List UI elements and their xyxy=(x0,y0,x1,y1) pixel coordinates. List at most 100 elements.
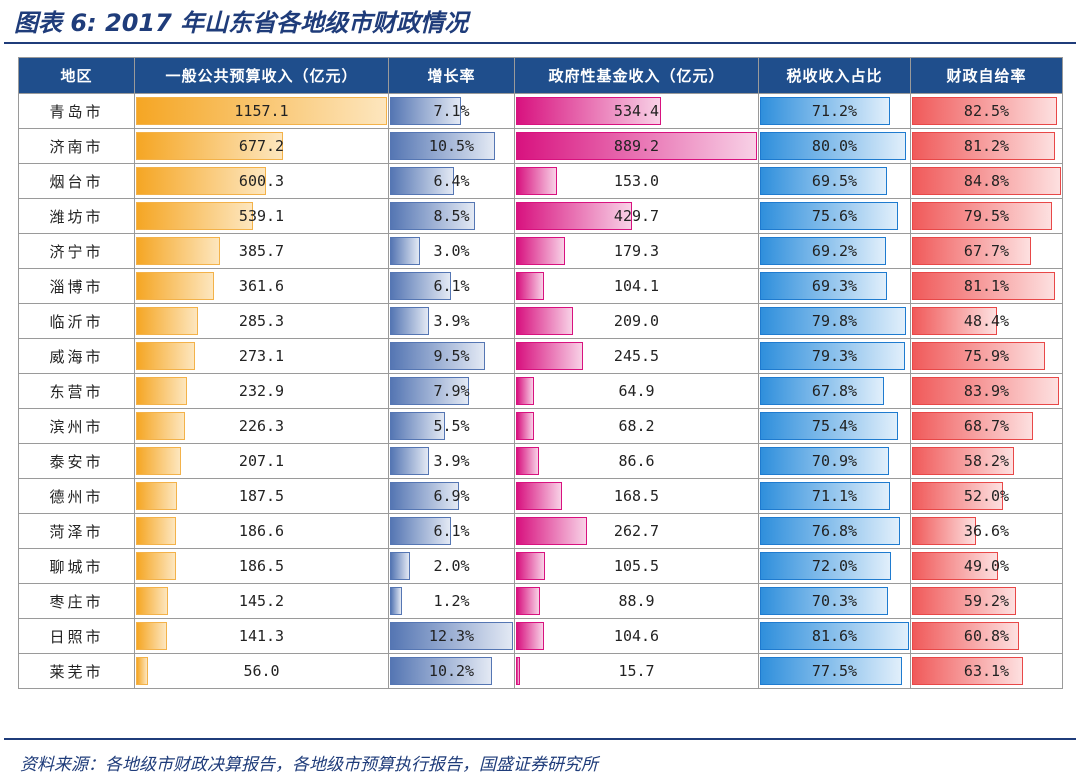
table-row: 济宁市 385.7 3.0% 179.3 69.2% 67.7% xyxy=(18,233,1063,269)
tax-share-cell: 80.0% xyxy=(758,128,911,164)
tax-share-cell: 72.0% xyxy=(758,548,911,584)
data-bar xyxy=(516,482,562,510)
header-tax-share: 税收收入占比 xyxy=(758,57,911,94)
cell-value: 68.2 xyxy=(618,417,655,435)
cell-value: 15.7 xyxy=(618,662,655,680)
data-bar xyxy=(390,657,492,685)
cell-value: 262.7 xyxy=(613,522,660,540)
fund-revenue-cell: 534.4 xyxy=(514,93,759,129)
cell-value: 226.3 xyxy=(238,417,285,435)
data-bar xyxy=(516,447,540,475)
general-revenue-cell: 385.7 xyxy=(134,233,389,269)
data-bar xyxy=(760,202,899,230)
growth-rate-cell: 5.5% xyxy=(388,408,515,444)
self-sufficiency-cell: 60.8% xyxy=(910,618,1063,654)
region-cell: 济南市 xyxy=(18,128,135,164)
header-fund-revenue: 政府性基金收入（亿元） xyxy=(514,57,759,94)
self-sufficiency-cell: 81.2% xyxy=(910,128,1063,164)
cell-value: 539.1 xyxy=(238,207,285,225)
cell-value: 600.3 xyxy=(238,172,285,190)
cell-value: 186.6 xyxy=(238,522,285,540)
cell-value: 76.8% xyxy=(811,522,858,540)
cell-value: 75.6% xyxy=(811,207,858,225)
tax-share-cell: 79.8% xyxy=(758,303,911,339)
data-bar xyxy=(760,97,890,125)
fund-revenue-cell: 64.9 xyxy=(514,373,759,409)
growth-rate-cell: 6.1% xyxy=(388,268,515,304)
data-bar xyxy=(516,412,535,440)
data-bar xyxy=(390,97,461,125)
fund-revenue-cell: 168.5 xyxy=(514,478,759,514)
cell-value: 9.5% xyxy=(433,347,470,365)
growth-rate-cell: 7.9% xyxy=(388,373,515,409)
cell-value: 145.2 xyxy=(238,592,285,610)
fund-revenue-cell: 104.6 xyxy=(514,618,759,654)
data-bar xyxy=(516,202,633,230)
data-bar xyxy=(136,132,283,160)
growth-rate-cell: 6.1% xyxy=(388,513,515,549)
data-bar xyxy=(912,237,1031,265)
fund-revenue-cell: 153.0 xyxy=(514,163,759,199)
general-revenue-cell: 56.0 xyxy=(134,653,389,689)
cell-value: 59.2% xyxy=(963,592,1010,610)
general-revenue-cell: 207.1 xyxy=(134,443,389,479)
data-bar xyxy=(760,377,884,405)
region-cell: 滨州市 xyxy=(18,408,135,444)
data-bar xyxy=(516,552,545,580)
self-sufficiency-cell: 63.1% xyxy=(910,653,1063,689)
footer-divider xyxy=(4,738,1076,740)
tax-share-cell: 70.3% xyxy=(758,583,911,619)
cell-value: 84.8% xyxy=(963,172,1010,190)
data-bar xyxy=(136,377,187,405)
table-row: 淄博市 361.6 6.1% 104.1 69.3% 81.1% xyxy=(18,268,1063,304)
general-revenue-cell: 677.2 xyxy=(134,128,389,164)
region-cell: 济宁市 xyxy=(18,233,135,269)
cell-value: 232.9 xyxy=(238,382,285,400)
fund-revenue-cell: 209.0 xyxy=(514,303,759,339)
header-general-revenue: 一般公共预算收入（亿元） xyxy=(134,57,389,94)
data-bar xyxy=(760,587,889,615)
self-sufficiency-cell: 49.0% xyxy=(910,548,1063,584)
cell-value: 429.7 xyxy=(613,207,660,225)
data-bar xyxy=(912,377,1060,405)
data-bar xyxy=(760,552,892,580)
data-bar xyxy=(912,97,1057,125)
cell-value: 36.6% xyxy=(963,522,1010,540)
cell-value: 6.1% xyxy=(433,522,470,540)
fund-revenue-cell: 104.1 xyxy=(514,268,759,304)
cell-value: 75.4% xyxy=(811,417,858,435)
region-cell: 威海市 xyxy=(18,338,135,374)
data-bar xyxy=(390,202,475,230)
cell-value: 70.9% xyxy=(811,452,858,470)
cell-value: 534.4 xyxy=(613,102,660,120)
self-sufficiency-cell: 67.7% xyxy=(910,233,1063,269)
table-row: 菏泽市 186.6 6.1% 262.7 76.8% 36.6% xyxy=(18,513,1063,549)
cell-value: 81.2% xyxy=(963,137,1010,155)
data-bar xyxy=(516,342,583,370)
self-sufficiency-cell: 52.0% xyxy=(910,478,1063,514)
data-bar xyxy=(136,307,198,335)
table-row: 泰安市 207.1 3.9% 86.6 70.9% 58.2% xyxy=(18,443,1063,479)
cell-value: 1.2% xyxy=(433,592,470,610)
region-cell: 淄博市 xyxy=(18,268,135,304)
data-bar xyxy=(760,482,890,510)
cell-value: 104.1 xyxy=(613,277,660,295)
data-bar xyxy=(912,587,1017,615)
tax-share-cell: 75.4% xyxy=(758,408,911,444)
cell-value: 3.9% xyxy=(433,452,470,470)
data-bar xyxy=(760,342,905,370)
data-bar xyxy=(912,272,1055,300)
cell-value: 361.6 xyxy=(238,277,285,295)
cell-value: 141.3 xyxy=(238,627,285,645)
source-note: 资料来源：各地级市财政决算报告，各地级市预算执行报告，国盛证券研究所 xyxy=(20,755,598,775)
table-row: 烟台市 600.3 6.4% 153.0 69.5% 84.8% xyxy=(18,163,1063,199)
general-revenue-cell: 600.3 xyxy=(134,163,389,199)
general-revenue-cell: 141.3 xyxy=(134,618,389,654)
data-bar xyxy=(516,657,521,685)
growth-rate-cell: 1.2% xyxy=(388,583,515,619)
cell-value: 68.7% xyxy=(963,417,1010,435)
table-row: 潍坊市 539.1 8.5% 429.7 75.6% 79.5% xyxy=(18,198,1063,234)
data-bar xyxy=(760,272,887,300)
cell-value: 385.7 xyxy=(238,242,285,260)
general-revenue-cell: 273.1 xyxy=(134,338,389,374)
